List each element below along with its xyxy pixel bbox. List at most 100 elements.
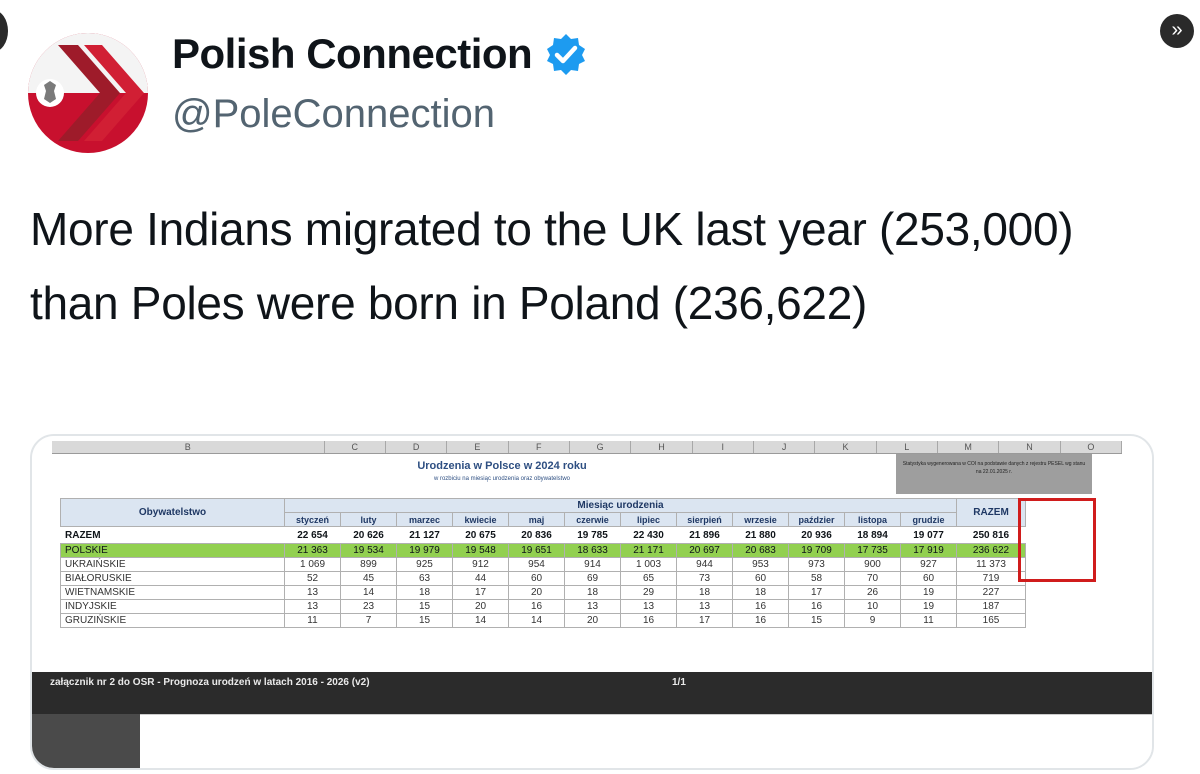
column-letter: M bbox=[938, 441, 1000, 453]
table-cell: 73 bbox=[676, 571, 733, 586]
account-name[interactable]: Polish Connection bbox=[172, 30, 533, 77]
table-cell: 19 bbox=[900, 585, 957, 600]
table-cell: 20 626 bbox=[340, 526, 397, 544]
table-cell: 16 bbox=[732, 613, 789, 628]
sheet-bottom-panel bbox=[32, 714, 140, 768]
column-letter: J bbox=[754, 441, 816, 453]
table-cell: 18 bbox=[732, 585, 789, 600]
tweet-text: More Indians migrated to the UK last yea… bbox=[30, 203, 1074, 329]
row-label: GRUZIŃSKIE bbox=[60, 613, 285, 628]
month-header[interactable]: grudzie bbox=[900, 512, 957, 527]
row-total-cell: 250 816 bbox=[956, 526, 1026, 544]
table-row: POLSKIE 21 363 19 534 19 979 19 548 19 651 18 … bbox=[60, 543, 1026, 558]
table-cell: 15 bbox=[788, 613, 845, 628]
row-label: POLSKIE bbox=[60, 543, 285, 558]
table-cell: 63 bbox=[396, 571, 453, 586]
births-table: Obywatelstwo Miesiąc urodzenia RAZEM sty… bbox=[60, 498, 1026, 628]
month-header[interactable]: luty bbox=[340, 512, 397, 527]
table-cell: 13 bbox=[564, 599, 621, 614]
next-nav-button[interactable]: » bbox=[1160, 14, 1194, 48]
month-header[interactable]: czerwie bbox=[564, 512, 621, 527]
table-cell: 20 683 bbox=[732, 543, 789, 558]
table-cell: 14 bbox=[340, 585, 397, 600]
column-letter: O bbox=[1061, 441, 1123, 453]
table-cell: 20 675 bbox=[452, 526, 509, 544]
table-cell: 19 651 bbox=[508, 543, 565, 558]
previous-nav-button[interactable] bbox=[0, 10, 8, 52]
month-header[interactable]: paździer bbox=[788, 512, 845, 527]
table-cell: 925 bbox=[396, 557, 453, 572]
row-total-cell: 165 bbox=[956, 613, 1026, 628]
row-label: UKRAIŃSKIE bbox=[60, 557, 285, 572]
month-header-row: styczeń luty marzec kwiecie maj czerwie lipiec… bbox=[61, 512, 1026, 527]
table-cell: 65 bbox=[620, 571, 677, 586]
row-total-cell: 11 373 bbox=[956, 557, 1026, 572]
table-cell: 44 bbox=[452, 571, 509, 586]
table-cell: 69 bbox=[564, 571, 621, 586]
row-label: RAZEM bbox=[60, 526, 285, 544]
table-cell: 13 bbox=[284, 585, 341, 600]
table-cell: 954 bbox=[508, 557, 565, 572]
table-cell: 20 936 bbox=[788, 526, 845, 544]
avatar[interactable] bbox=[28, 33, 148, 153]
column-letter: K bbox=[815, 441, 877, 453]
table-cell: 13 bbox=[284, 599, 341, 614]
table-cell: 21 171 bbox=[620, 543, 677, 558]
sheet-note: Statystyka wygenerowana w COI na podstaw… bbox=[896, 454, 1092, 494]
table-cell: 10 bbox=[844, 599, 901, 614]
table-cell: 14 bbox=[508, 613, 565, 628]
header-month-group: Miesiąc urodzenia bbox=[284, 498, 957, 513]
table-cell: 914 bbox=[564, 557, 621, 572]
table-cell: 13 bbox=[620, 599, 677, 614]
table-cell: 912 bbox=[452, 557, 509, 572]
table-cell: 13 bbox=[676, 599, 733, 614]
table-cell: 21 880 bbox=[732, 526, 789, 544]
month-header[interactable]: lipiec bbox=[620, 512, 677, 527]
month-header[interactable]: marzec bbox=[396, 512, 453, 527]
table-cell: 19 077 bbox=[900, 526, 957, 544]
table-cell: 20 bbox=[508, 585, 565, 600]
table-cell: 18 bbox=[564, 585, 621, 600]
row-total-cell: 236 622 bbox=[956, 543, 1026, 558]
table-cell: 900 bbox=[844, 557, 901, 572]
column-letter: L bbox=[877, 441, 938, 453]
row-total-cell: 719 bbox=[956, 571, 1026, 586]
sheet-footer-bar bbox=[32, 672, 1152, 714]
table-cell: 29 bbox=[620, 585, 677, 600]
table-cell: 1 003 bbox=[620, 557, 677, 572]
table-cell: 11 bbox=[900, 613, 957, 628]
table-cell: 18 bbox=[676, 585, 733, 600]
month-header[interactable]: maj bbox=[508, 512, 565, 527]
table-cell: 58 bbox=[788, 571, 845, 586]
table-cell: 16 bbox=[732, 599, 789, 614]
table-cell: 899 bbox=[340, 557, 397, 572]
table-cell: 22 654 bbox=[284, 526, 341, 544]
account-handle[interactable]: @PoleConnection bbox=[172, 92, 496, 136]
table-body: RAZEM 22 654 20 626 21 127 20 675 20 836 19 78… bbox=[60, 526, 1026, 628]
table-cell: 20 bbox=[452, 599, 509, 614]
header-citizenship: Obywatelstwo bbox=[60, 498, 285, 527]
sheet-bottom-area bbox=[140, 714, 1152, 768]
row-label: WIETNAMSKIE bbox=[60, 585, 285, 600]
table-cell: 19 709 bbox=[788, 543, 845, 558]
verified-badge-icon bbox=[547, 34, 586, 75]
month-header[interactable]: styczeń bbox=[284, 512, 341, 527]
table-cell: 17 919 bbox=[900, 543, 957, 558]
month-header[interactable]: kwiecie bbox=[452, 512, 509, 527]
table-cell: 70 bbox=[844, 571, 901, 586]
table-cell: 20 bbox=[564, 613, 621, 628]
month-header[interactable]: wrzesie bbox=[732, 512, 789, 527]
table-cell: 21 896 bbox=[676, 526, 733, 544]
month-header[interactable]: listopa bbox=[844, 512, 901, 527]
table-cell: 14 bbox=[452, 613, 509, 628]
table-cell: 52 bbox=[284, 571, 341, 586]
table-cell: 18 bbox=[396, 585, 453, 600]
highlight-box bbox=[1018, 498, 1096, 582]
column-letter: E bbox=[447, 441, 509, 453]
month-header[interactable]: sierpień bbox=[676, 512, 733, 527]
row-label: INDYJSKIE bbox=[60, 599, 285, 614]
polish-connection-logo-icon bbox=[28, 33, 148, 153]
table-row: WIETNAMSKIE 13 14 18 17 20 18 29 18 18 17 26 19 227 bbox=[60, 585, 1026, 600]
table-cell: 19 bbox=[900, 599, 957, 614]
